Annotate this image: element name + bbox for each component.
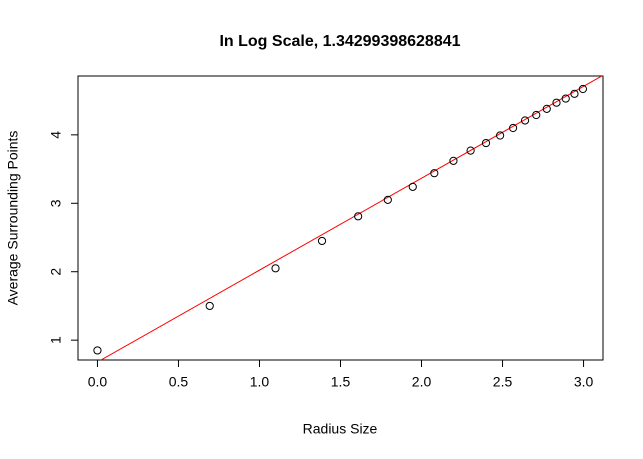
point (578, 84, 588, 94)
y-tick-label: 3 (48, 199, 64, 207)
x-axis-label: Radius Size (303, 421, 378, 437)
fit-line (100, 76, 603, 360)
x-tick-label: 3.0 (574, 374, 594, 390)
y-axis-label: Average Surrounding Points (5, 131, 21, 306)
point (449, 156, 458, 165)
point (552, 98, 561, 107)
point (93, 346, 102, 355)
y-tick-label: 2 (48, 268, 64, 276)
point (481, 138, 491, 148)
point (354, 212, 363, 221)
point (520, 116, 530, 125)
point (561, 94, 570, 103)
plot-frame (77, 75, 604, 361)
chart-title: In Log Scale, 1.34299398628841 (219, 33, 460, 50)
point (570, 89, 579, 98)
point (271, 264, 280, 273)
point (532, 110, 541, 120)
y-tick-label: 4 (48, 131, 64, 139)
point (430, 169, 439, 178)
point (317, 236, 327, 246)
point (383, 195, 392, 204)
point (508, 123, 518, 133)
x-tick-label: 2.5 (493, 374, 513, 390)
point (542, 104, 551, 113)
x-tick-label: 0.0 (88, 374, 108, 390)
y-tick-label: 1 (48, 336, 64, 344)
point (408, 182, 417, 191)
x-tick-label: 1.5 (331, 374, 351, 390)
point (496, 131, 505, 140)
point (466, 146, 475, 155)
x-tick-label: 0.5 (169, 374, 189, 390)
point (205, 301, 214, 311)
x-tick-label: 1.0 (250, 374, 270, 390)
x-tick-label: 2.0 (412, 374, 432, 390)
